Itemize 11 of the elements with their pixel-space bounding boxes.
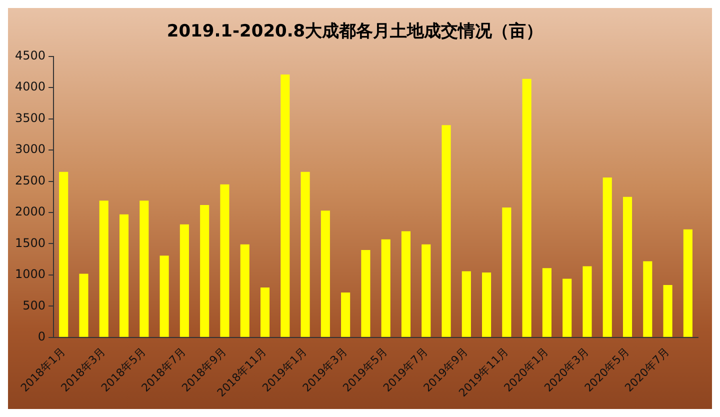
y-tick-label: 1000 bbox=[14, 267, 46, 282]
chart-title: 2019.1-2020.8大成都各月土地成交情况（亩） bbox=[166, 22, 544, 42]
y-tick-label: 0 bbox=[38, 330, 46, 344]
y-tick-label: 4500 bbox=[14, 48, 46, 63]
y-tick-label: 1500 bbox=[14, 236, 46, 250]
y-tick-label: 500 bbox=[22, 298, 46, 312]
y-tick-label: 3000 bbox=[14, 142, 46, 156]
y-tick-label: 2000 bbox=[14, 204, 46, 219]
y-tick-label: 2500 bbox=[14, 173, 46, 188]
y-tick-label: 3500 bbox=[14, 110, 46, 125]
y-tick-label: 4000 bbox=[14, 80, 46, 94]
